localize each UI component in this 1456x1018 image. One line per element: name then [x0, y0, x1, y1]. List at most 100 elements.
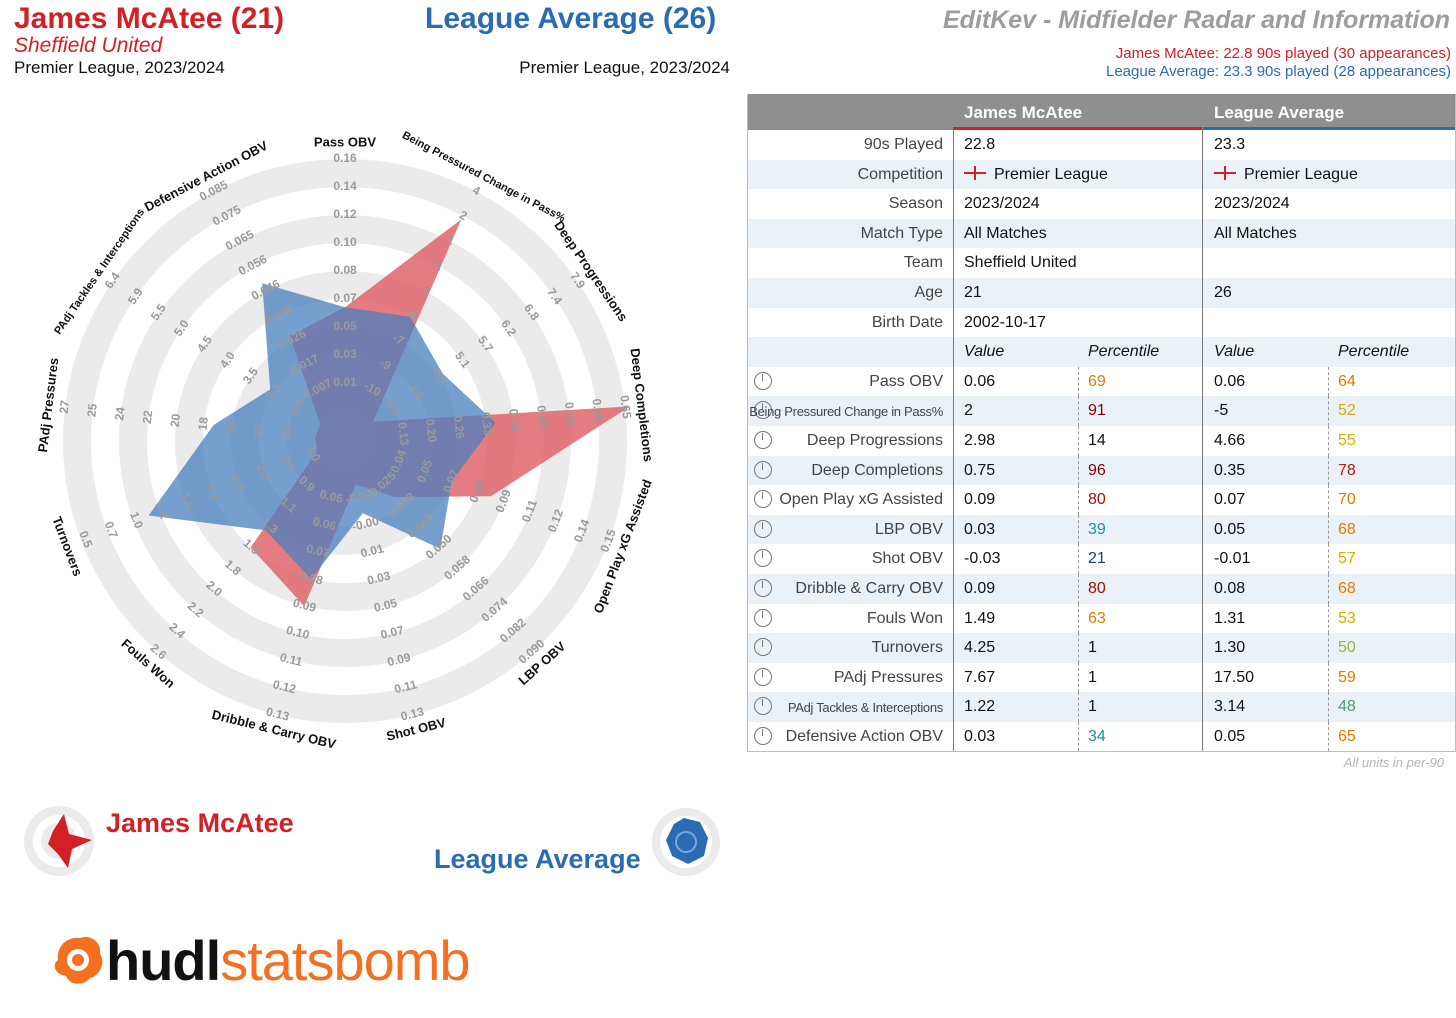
league-percentile: 68: [1338, 579, 1356, 597]
player-percentile: 1: [1088, 639, 1097, 657]
tick-label: 2.0: [228, 471, 247, 492]
metric-header-row: Value Percentile Value Percentile: [748, 337, 1455, 367]
player-metric-value: 2: [964, 402, 973, 420]
league-metric-value: -5: [1214, 402, 1229, 420]
metric-gauge-icon: [754, 697, 772, 716]
tick-label: 0.10: [333, 235, 357, 249]
tick-label: 0.01: [333, 375, 357, 389]
player-metric-value: 0.03: [964, 520, 996, 538]
metric-label: Dribble & Carry OBV: [795, 579, 943, 597]
league-percentile: 55: [1338, 431, 1356, 449]
tick-label: 1.0: [127, 510, 146, 531]
tick-label: 0.13: [265, 704, 291, 723]
league-metric-value: 17.50: [1214, 668, 1255, 686]
tick-label: 0.59: [590, 398, 607, 423]
radar-polygons: [148, 219, 630, 607]
metric-gauge-icon: [754, 401, 772, 420]
player-metric-value: -0.03: [964, 550, 1001, 568]
player-percentile: 21: [1088, 550, 1106, 568]
tick-label: 1.5: [178, 491, 197, 512]
metric-gauge-icon: [754, 519, 772, 538]
player-value: 2023/2024: [964, 195, 1040, 213]
player-metric-value: 0.09: [964, 491, 996, 509]
tick-label: 1.2: [152, 500, 171, 521]
metric-label: Fouls Won: [866, 609, 943, 627]
metric-gauge-icon: [754, 638, 772, 657]
tick-label: 0.33: [478, 411, 495, 436]
league-value: Premier League: [1214, 165, 1358, 184]
league-metric-value: 0.08: [1214, 579, 1246, 597]
table-row: Fouls Won 1.49 63 1.31 53: [748, 603, 1455, 634]
comparison-summary: League Average: 23.3 90s played (28 appe…: [1106, 63, 1451, 80]
tick-label: 0.20: [423, 418, 440, 443]
player-legend-label: James McAtee: [106, 808, 294, 838]
player-value: Sheffield United: [964, 254, 1077, 272]
tick-label: -0.00: [350, 514, 380, 534]
metric-gauge-icon: [754, 430, 772, 449]
player-metric-value: 7.67: [964, 668, 996, 686]
player-percentile: 69: [1088, 372, 1106, 390]
league-polygon: [148, 283, 496, 579]
table-row: 90s Played 22.8 23.3: [748, 130, 1455, 160]
metric-gauge-icon: [754, 460, 772, 479]
metric-label: Shot OBV: [871, 550, 943, 568]
tick-label: 2.5: [279, 452, 298, 473]
league-percentile: 57: [1338, 550, 1356, 568]
table-row: Defensive Action OBV 0.03 34 0.05 65: [748, 721, 1455, 752]
league-metric-value: 0.06: [1214, 372, 1246, 390]
player-metric-value: 0.03: [964, 727, 996, 745]
table-row: Dribble & Carry OBV 0.09 80 0.08 68: [748, 573, 1455, 604]
player-percentile: 1: [1088, 668, 1097, 686]
player-value: 2002-10-17: [964, 313, 1046, 331]
tick-label: 18: [195, 416, 211, 431]
metric-gauge-icon: [754, 490, 772, 509]
player-percentile: 1: [1088, 698, 1097, 716]
tick-label: 0.11: [278, 650, 304, 669]
tick-label: 0.7: [102, 519, 121, 540]
league-value: All Matches: [1214, 224, 1297, 242]
player-summary: James McAtee: 22.8 90s played (30 appear…: [1115, 45, 1451, 62]
player-percentile: 14: [1088, 431, 1106, 449]
league-percentile: 53: [1338, 609, 1356, 627]
league-legend-icon: [652, 808, 720, 876]
tick-label: 24: [112, 406, 128, 421]
table-row: Age 21 26: [748, 277, 1455, 308]
table-row: PAdj Pressures 7.67 1 17.50 59: [748, 662, 1455, 693]
league-percentile: 48: [1338, 698, 1356, 716]
metric-gauge-icon: [754, 608, 772, 627]
tick-label: 0.65: [617, 394, 634, 419]
tick-label: 0.16: [333, 151, 357, 165]
tick-label: 0.03: [333, 347, 357, 361]
tick-label: 20: [168, 413, 184, 428]
league-value: 26: [1214, 283, 1232, 301]
league-metric-value: 0.07: [1214, 491, 1246, 509]
tick-label: 3.0: [304, 443, 323, 464]
hudl-statsbomb-logo: hudlstatsbomb: [50, 928, 471, 993]
league-metric-value: 4.66: [1214, 431, 1246, 449]
england-flag-icon: [1214, 165, 1236, 180]
row-label: Team: [903, 254, 943, 272]
table-body: 90s Played 22.8 23.3 Competition Premier Lea…: [748, 130, 1455, 752]
units-note: All units in per-90: [1343, 755, 1444, 770]
comparison-title: League Average (26): [425, 2, 717, 35]
tick-label: 16: [223, 419, 239, 434]
player-legend-icon: [24, 806, 94, 876]
row-label: Season: [888, 195, 943, 213]
player-value: Premier League: [964, 165, 1108, 184]
table-row: Open Play xG Assisted 0.09 80 0.07 70: [748, 485, 1455, 515]
value-header: Value: [964, 343, 1005, 361]
league-value: 2023/2024: [1214, 195, 1290, 213]
player-metric-value: 0.75: [964, 461, 996, 479]
percentile-header: Percentile: [1338, 343, 1410, 361]
player-metric-value: 4.25: [964, 639, 996, 657]
table-row: Competition Premier League Premier League: [748, 159, 1455, 190]
metric-gauge-icon: [754, 549, 772, 568]
metric-gauge-icon: [754, 667, 772, 686]
player-percentile: 39: [1088, 520, 1106, 538]
player-percentile: 80: [1088, 579, 1106, 597]
player-value: All Matches: [964, 224, 1047, 242]
player-metric-value: 1.49: [964, 609, 996, 627]
tick-label: 0.03: [366, 568, 392, 587]
league-percentile: 59: [1338, 668, 1356, 686]
metric-gauge-icon: [754, 371, 772, 390]
